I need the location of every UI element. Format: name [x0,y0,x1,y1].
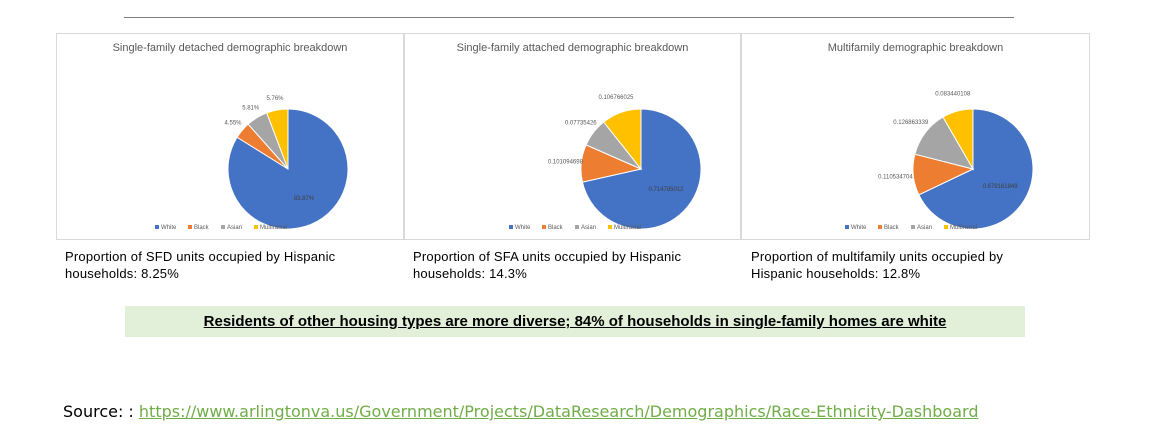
legend-swatch-white [509,225,513,229]
data-label-multiracial: 0.106766025 [598,95,634,101]
chart-title: Multifamily demographic breakdown [827,42,1004,54]
chart-sfa: Single-family attached demographic break… [404,33,741,240]
legend-label-asian: Asian [917,225,932,231]
chart-sfd: Single-family detached demographic break… [56,33,404,240]
legend-label-white: White [515,225,531,231]
caption-line: households: 14.3% [413,266,527,281]
data-label-multiracial: 0.083440108 [935,92,971,98]
legend-label-multiracial: Multiracial [614,225,641,231]
legend-label-black: Black [548,225,564,231]
pie-svg: 0.714785012 0.101094698 0.07735426 0.106766… [509,95,702,231]
data-label-asian: 0.07735426 [565,121,597,127]
pie-slice-white [918,108,1034,230]
source-prefix: Source: : [63,402,139,421]
caption-line: Proportion of SFA units occupied by Hisp… [413,249,682,264]
legend-swatch-white [845,225,849,229]
chart-title: Single-family detached demographic break… [112,42,348,54]
data-label-black: 0.101094698 [548,160,584,166]
data-label-black: 4.55% [224,121,242,127]
legend-swatch-asian [911,225,915,229]
legend-label-black: Black [884,225,900,231]
chart-multifamily: Multifamily demographic breakdown 0.6791… [741,33,1090,240]
data-label-asian: 0.126863339 [893,120,929,126]
caption-line: households: 8.25% [65,266,179,281]
pie-slice-multiracial [602,108,642,171]
source-line: Source: : https://www.arlingtonva.us/Gov… [63,402,978,421]
caption-line: Proportion of multifamily units occupied… [751,249,1004,264]
legend-swatch-black [188,225,192,229]
legend-swatch-black [878,225,882,229]
data-label-white: 0.714785012 [648,187,684,193]
pie-slice-multiracial [266,108,289,170]
legend-label-asian: Asian [227,225,242,231]
caption-line: Hispanic households: 12.8% [751,266,921,281]
top-divider [124,17,1014,18]
pie-svg: 0.679161849 0.110534704 0.126863339 0.08344… [845,92,1034,231]
legend-swatch-black [542,225,546,229]
data-label-white: 0.679161849 [983,184,1019,190]
caption-multifamily: Proportion of multifamily units occupied… [751,248,1003,282]
legend-swatch-white [155,225,159,229]
chart-title: Single-family attached demographic break… [456,42,689,54]
source-link[interactable]: https://www.arlingtonva.us/Government/Pr… [138,402,979,421]
legend-label-multiracial: Multiracial [260,225,287,231]
legend-label-white: White [161,225,177,231]
data-label-white: 83.87% [294,196,315,202]
data-label-black: 0.110534704 [878,175,913,181]
summary-banner: Residents of other housing types are mor… [125,306,1025,337]
legend-swatch-multiracial [608,225,612,229]
pie-slice-multiracial [942,108,974,171]
caption-sfd: Proportion of SFD units occupied by Hisp… [65,248,335,282]
data-label-multiracial: 5.76% [266,96,284,102]
caption-line: Proportion of SFD units occupied by Hisp… [65,249,336,264]
legend-label-multiracial: Multiracial [950,225,977,231]
data-label-asian: 5.81% [242,105,260,111]
caption-sfa: Proportion of SFA units occupied by Hisp… [413,248,681,282]
legend-label-white: White [851,225,867,231]
legend-label-black: Black [194,225,210,231]
legend-swatch-multiracial [944,225,948,229]
legend-label-asian: Asian [581,225,596,231]
legend-swatch-asian [221,225,225,229]
legend-swatch-asian [575,225,579,229]
legend-swatch-multiracial [254,225,258,229]
pie-svg: 83.87% 4.55% 5.81% 5.76% White Black Asian Mult… [155,96,349,231]
